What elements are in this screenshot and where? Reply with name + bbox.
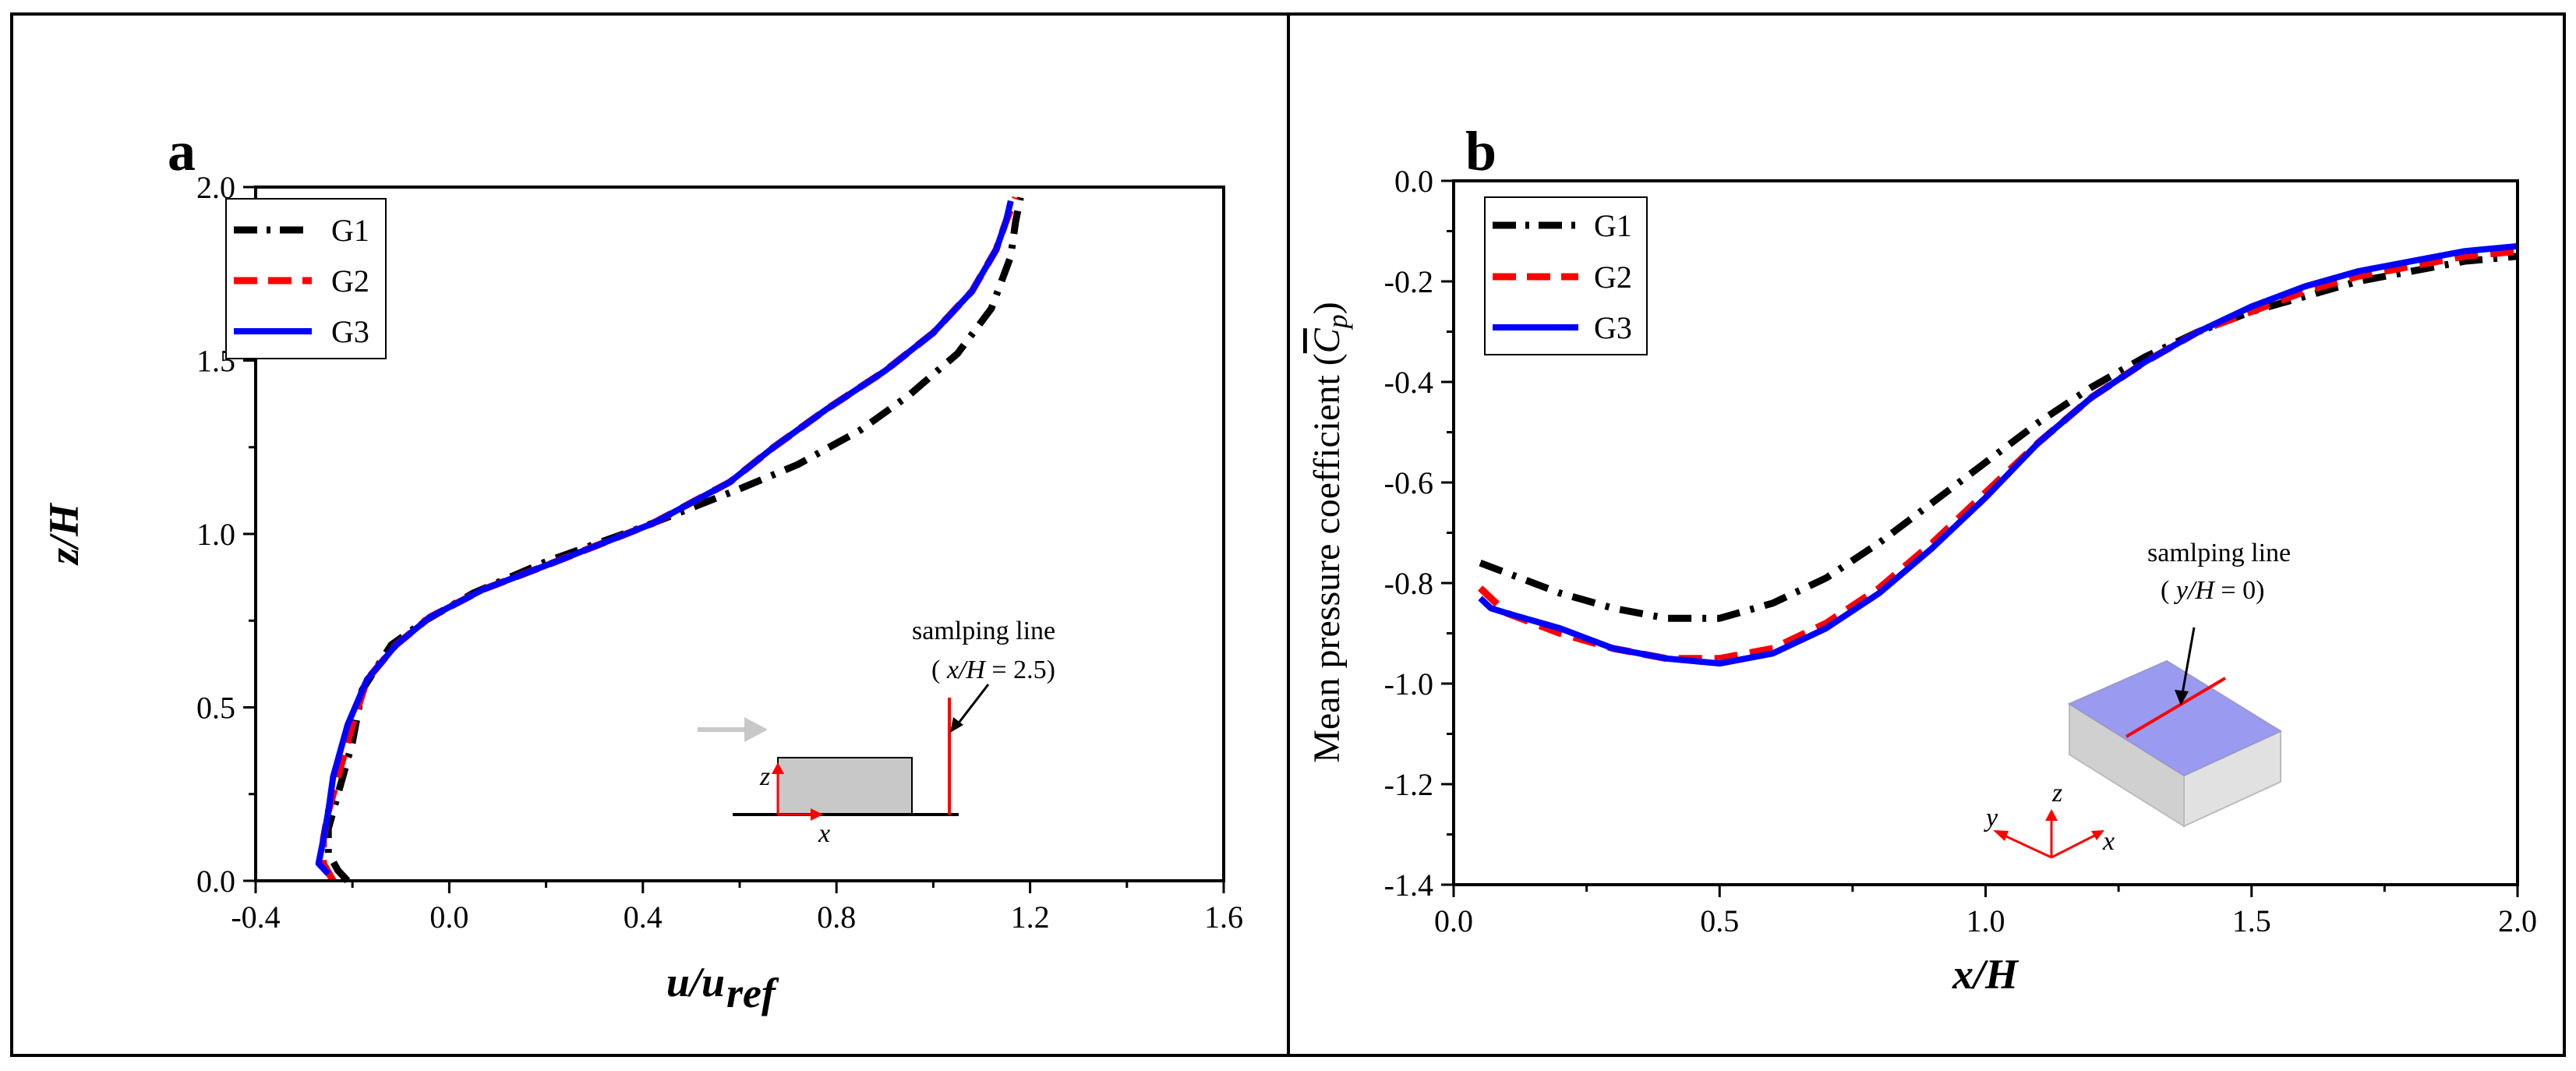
legend-label-g1: G1 [1594, 208, 1632, 243]
panel-b-ylabel-var: C [1306, 327, 1348, 353]
panel-b-ylabel-close: ) [1306, 302, 1348, 314]
y-tick-label: 0.0 [1394, 164, 1433, 199]
sampling-pos-var: y/H [2174, 576, 2217, 605]
y-tick-label: 1.0 [196, 517, 235, 552]
x-tick-label: 1.5 [2232, 903, 2271, 938]
x-arrowhead-icon [2091, 830, 2104, 840]
pointer-arrow [956, 684, 990, 726]
y-tick-label: -0.4 [1384, 365, 1433, 400]
flow-arrow-icon [698, 717, 768, 742]
pointer-arrowhead-icon [950, 717, 963, 733]
panel-b-ylabel: Mean pressure coefficient (Cp) [1306, 302, 1353, 763]
panel-a-label: a [168, 120, 196, 182]
y-tick-label: -1.0 [1384, 666, 1433, 702]
pointer-arrow [2181, 627, 2196, 695]
inset-y-label: y [1984, 804, 1998, 832]
panel-a-plot-frame [254, 186, 1225, 882]
legend-label-g3: G3 [1594, 310, 1632, 345]
panel-b-ylabel-text: Mean pressure coefficient ( [1306, 353, 1348, 763]
legend-label-g2: G2 [1594, 260, 1632, 295]
series-line-g3 [315, 200, 1014, 876]
panel-b-ylabel-sub: p [1322, 314, 1353, 330]
sampling-line-label: samlping line [2147, 539, 2291, 567]
panel-a-xlabel-sub: ref [726, 970, 779, 1016]
legend-label-g2: G2 [331, 263, 369, 299]
inset-z-label: z [2051, 779, 2062, 808]
x-tick-label: 1.6 [1204, 900, 1243, 935]
panel-b-series [1478, 242, 2518, 667]
sampling-line-label: samlping line [912, 617, 1055, 645]
series-line-g1 [324, 196, 1024, 884]
sampling-line-position: ( x/H = 2.5) [931, 656, 1055, 684]
x-tick-label: 2.0 [2498, 903, 2537, 938]
z-arrowhead-icon [772, 762, 784, 774]
panel-a-xlabel: u/u [666, 959, 725, 1006]
sampling-pos-var: x/H [946, 656, 988, 684]
sampling-line-position: ( y/H = 0) [2161, 576, 2264, 605]
panel-b-xlabel: x/H [1952, 951, 2019, 998]
box-top-face [2067, 659, 2283, 777]
y-tick-label: 0.5 [196, 691, 235, 726]
building-block [777, 757, 913, 815]
panel-a-legend: G1 G2 G3 [225, 198, 387, 359]
inset-x-label: x [818, 819, 830, 848]
inset-x-label: x [2102, 827, 2115, 856]
panel-b-ticks: 0.0 0.5 1.0 1.5 2.0 0.0 -0.2 -0.4 -0.6 -0.8 -1.0 -1… [1384, 164, 2537, 938]
x-tick-label: 0.0 [429, 900, 468, 935]
panel-b: b 0.0 0.5 1.0 1.5 2.0 0.0 -0.2 -0.4 -0.6 -0.8 -1.0… [1306, 120, 2537, 998]
panel-b-plot-frame [1452, 179, 2519, 886]
sampling-line [2125, 677, 2227, 738]
y-tick-label: -1.4 [1384, 868, 1433, 903]
x-tick-label: 0.4 [624, 900, 663, 935]
x-axis-arrow [2051, 831, 2101, 859]
panel-a: a -0.4 0.0 0.4 0.8 1.2 1.60.00.51.01.52.0 u/u… [41, 120, 1243, 1016]
series-line-g2 [1478, 247, 2518, 663]
sampling-pos-value: = 2.5) [985, 656, 1055, 684]
panel-b-label: b [1465, 120, 1496, 182]
y-tick-label: -0.8 [1384, 566, 1433, 601]
panel-a-series [315, 196, 1024, 884]
y-tick-label: -0.6 [1384, 465, 1433, 500]
y-axis-arrow [1997, 831, 2052, 859]
y-tick-label: -0.2 [1384, 264, 1433, 299]
legend-label-g3: G3 [331, 314, 369, 349]
panel-b-inset: samlping line ( y/H = 0) z x y [1984, 539, 2291, 859]
x-tick-label: 0.5 [1700, 903, 1739, 938]
x-tick-label: 1.0 [1966, 903, 2005, 938]
x-tick-label: 0.0 [1434, 903, 1473, 938]
z-arrowhead-icon [2045, 809, 2058, 821]
series-line-g1 [1479, 253, 2518, 622]
y-arrowhead-icon [1993, 830, 2009, 841]
sampling-pos-prefix: ( [2161, 576, 2176, 605]
x-tick-label: 0.8 [817, 900, 856, 935]
sampling-pos-prefix: ( [931, 656, 947, 684]
x-tick-label: 1.2 [1011, 900, 1050, 935]
inset-z-label: z [759, 762, 770, 791]
y-tick-label: -1.2 [1384, 767, 1433, 802]
y-tick-label: 0.0 [196, 864, 235, 899]
x-tick-label: -0.4 [231, 900, 280, 935]
panel-a-inset: z x samlping line ( x/H = 2.5) [698, 617, 1055, 848]
panel-a-ylabel: z/H [41, 502, 87, 566]
panel-b-legend: G1 G2 G3 [1484, 196, 1648, 355]
legend-label-g1: G1 [331, 213, 369, 248]
pointer-arrowhead-icon [2175, 690, 2189, 705]
panel-a-ticks: -0.4 0.0 0.4 0.8 1.2 1.60.00.51.01.52.0 [196, 170, 1243, 935]
sampling-pos-value: = 0) [2214, 576, 2265, 605]
x-arrowhead-icon [811, 808, 823, 821]
series-line-g3 [1478, 242, 2518, 667]
